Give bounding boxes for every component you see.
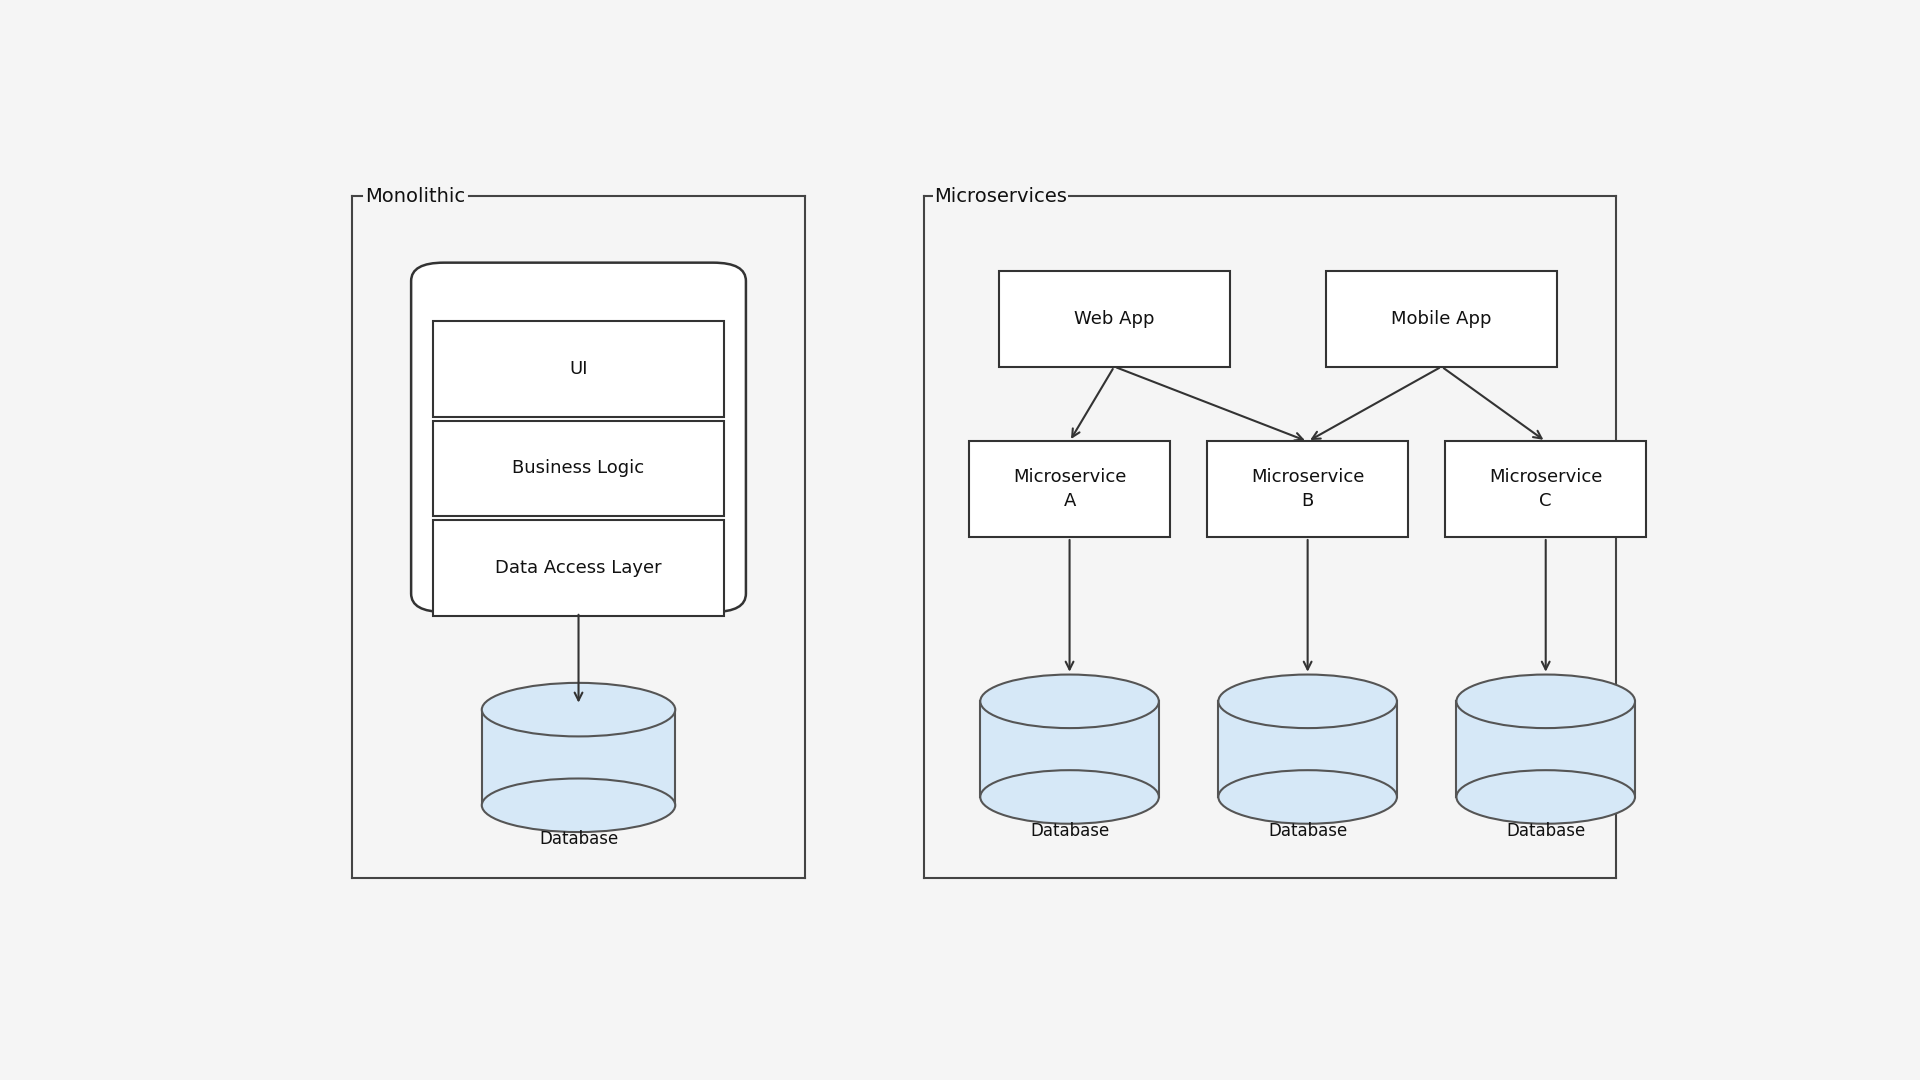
- Bar: [1457, 701, 1636, 797]
- Text: Data Access Layer: Data Access Layer: [495, 559, 662, 578]
- Ellipse shape: [981, 675, 1160, 728]
- Ellipse shape: [1457, 770, 1636, 824]
- Text: Database: Database: [540, 831, 618, 848]
- Text: Monolithic: Monolithic: [365, 187, 465, 205]
- Bar: [482, 710, 676, 806]
- Text: Database: Database: [1267, 822, 1348, 840]
- Bar: [1327, 271, 1557, 366]
- Ellipse shape: [981, 770, 1160, 824]
- Ellipse shape: [1457, 675, 1636, 728]
- Text: Mobile App: Mobile App: [1392, 310, 1492, 328]
- Bar: [1446, 442, 1645, 537]
- Text: Microservice
C: Microservice C: [1490, 469, 1603, 510]
- Text: Business Logic: Business Logic: [513, 459, 645, 477]
- Bar: [998, 271, 1229, 366]
- Bar: [434, 321, 724, 417]
- Bar: [970, 442, 1169, 537]
- Ellipse shape: [482, 779, 676, 832]
- Bar: [981, 701, 1160, 797]
- Ellipse shape: [482, 683, 676, 737]
- Bar: [1208, 442, 1407, 537]
- Bar: [434, 521, 724, 616]
- Text: Microservices: Microservices: [935, 187, 1068, 205]
- Ellipse shape: [1219, 675, 1398, 728]
- Bar: [434, 420, 724, 516]
- Text: UI: UI: [568, 360, 588, 378]
- Text: Microservice
A: Microservice A: [1014, 469, 1127, 510]
- Text: Web App: Web App: [1073, 310, 1154, 328]
- Text: Database: Database: [1029, 822, 1110, 840]
- Text: Database: Database: [1505, 822, 1586, 840]
- Text: Microservice
B: Microservice B: [1252, 469, 1365, 510]
- Bar: [1219, 701, 1398, 797]
- FancyBboxPatch shape: [411, 262, 745, 612]
- Ellipse shape: [1219, 770, 1398, 824]
